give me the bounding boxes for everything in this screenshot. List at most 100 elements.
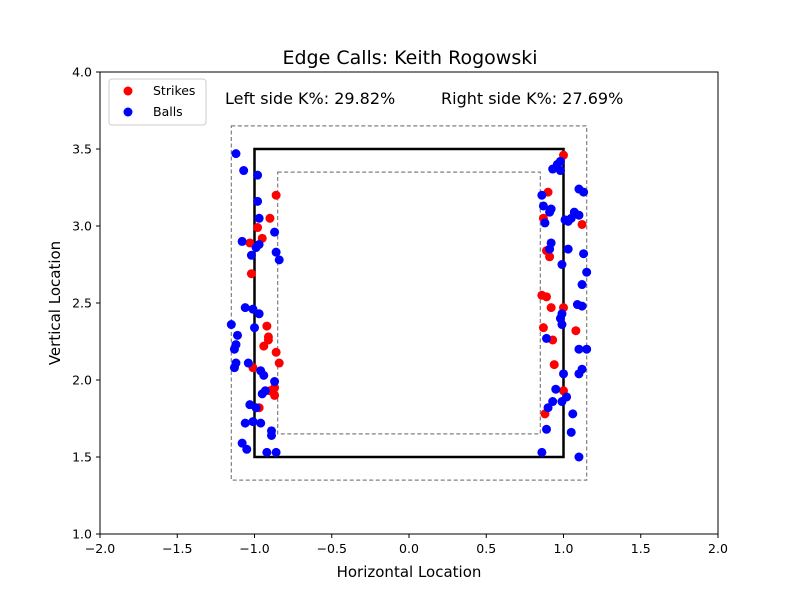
balls-point bbox=[243, 358, 253, 368]
balls-point bbox=[563, 244, 573, 254]
balls-point bbox=[240, 303, 250, 313]
balls-point bbox=[254, 213, 264, 223]
right-k-percent: Right side K%: 27.69% bbox=[441, 89, 623, 108]
balls-point bbox=[231, 149, 241, 159]
strikes-point bbox=[538, 323, 548, 333]
balls-point bbox=[259, 370, 269, 380]
balls-point bbox=[537, 447, 547, 457]
y-tick-label: 2.0 bbox=[72, 373, 92, 388]
x-tick-label: 2.0 bbox=[708, 541, 728, 556]
legend: Strikes Balls bbox=[108, 78, 207, 126]
balls-point bbox=[262, 447, 272, 457]
x-tick-label: −1.5 bbox=[162, 541, 192, 556]
balls-point bbox=[270, 227, 280, 237]
balls-point bbox=[237, 438, 247, 448]
strikes-point bbox=[262, 321, 272, 331]
left-k-percent: Left side K%: 29.82% bbox=[225, 89, 395, 108]
balls-point bbox=[551, 384, 561, 394]
strikes-point bbox=[274, 358, 284, 368]
balls-point bbox=[568, 409, 578, 419]
balls-point bbox=[271, 247, 281, 257]
balls-point bbox=[271, 447, 281, 457]
balls-point bbox=[542, 333, 552, 343]
balls-point bbox=[250, 323, 259, 333]
balls-point bbox=[240, 418, 250, 428]
balls-point bbox=[557, 397, 567, 407]
balls-point bbox=[246, 250, 256, 260]
balls-point bbox=[537, 190, 547, 200]
x-axis: −2.0 −1.5 −1.0 −0.5 0.0 0.5 1.0 1.5 2.0 bbox=[85, 534, 728, 556]
balls-point bbox=[242, 444, 252, 454]
chart-title: Edge Calls: Keith Rogowski bbox=[282, 47, 537, 69]
balls-point bbox=[253, 170, 263, 180]
balls-point bbox=[233, 330, 243, 340]
balls-point bbox=[542, 424, 552, 434]
strikes-point bbox=[245, 238, 255, 248]
balls-point bbox=[256, 418, 266, 428]
strikes-point bbox=[271, 190, 281, 200]
y-tick-label: 3.0 bbox=[72, 219, 92, 234]
balls-point bbox=[545, 207, 555, 217]
y-tick-label: 1.0 bbox=[72, 527, 92, 542]
strikes-point bbox=[259, 341, 269, 351]
balls-point bbox=[545, 244, 555, 254]
plot-area bbox=[99, 71, 719, 535]
balls-point bbox=[229, 344, 239, 354]
x-tick-label: −1.0 bbox=[239, 541, 269, 556]
legend-label-balls: Balls bbox=[153, 104, 183, 119]
balls-point bbox=[579, 249, 589, 259]
strikes-point bbox=[577, 219, 587, 229]
balls-point bbox=[254, 309, 264, 319]
balls-point bbox=[538, 201, 548, 211]
balls-point bbox=[274, 255, 284, 265]
x-tick-label: 1.0 bbox=[554, 541, 574, 556]
x-axis-label: Horizontal Location bbox=[337, 563, 482, 581]
y-tick-label: 1.5 bbox=[72, 450, 92, 465]
y-tick-label: 3.5 bbox=[72, 142, 92, 157]
y-axis-label: Vertical Location bbox=[46, 241, 64, 365]
balls-point bbox=[270, 377, 280, 387]
balls-point bbox=[582, 344, 592, 354]
balls-point bbox=[574, 452, 584, 462]
balls-point bbox=[248, 417, 258, 427]
balls-point bbox=[574, 210, 584, 220]
balls-point bbox=[548, 397, 558, 407]
y-tick-label: 4.0 bbox=[72, 65, 92, 80]
data-points bbox=[226, 149, 592, 462]
balls-point bbox=[248, 304, 258, 314]
balls-point bbox=[251, 243, 261, 253]
balls-point bbox=[563, 216, 573, 226]
y-axis: 1.0 1.5 2.0 2.5 3.0 3.5 4.0 bbox=[72, 65, 100, 542]
legend-label-strikes: Strikes bbox=[153, 83, 195, 98]
outer-edge bbox=[230, 125, 588, 481]
zones bbox=[230, 125, 588, 481]
balls-point bbox=[237, 236, 247, 246]
balls-point bbox=[574, 344, 584, 354]
legend-marker-balls bbox=[123, 107, 133, 117]
y-tick-label: 2.5 bbox=[72, 296, 92, 311]
balls-point bbox=[253, 196, 263, 206]
balls-point bbox=[260, 386, 270, 396]
balls-point bbox=[577, 280, 587, 290]
balls-point bbox=[557, 260, 567, 269]
x-tick-label: 1.5 bbox=[631, 541, 651, 556]
balls-point bbox=[574, 369, 584, 379]
strikes-point bbox=[546, 303, 556, 313]
strikes-point bbox=[271, 347, 281, 357]
balls-point bbox=[548, 164, 558, 174]
strikes-point bbox=[263, 335, 273, 345]
balls-point bbox=[266, 430, 276, 440]
strikes-point bbox=[270, 390, 280, 400]
balls-point bbox=[582, 267, 592, 277]
balls-point bbox=[543, 403, 553, 413]
strikes-point bbox=[265, 213, 275, 223]
x-tick-label: 0.0 bbox=[399, 541, 419, 556]
strikes-point bbox=[549, 360, 559, 370]
balls-point bbox=[239, 166, 249, 176]
inner-edge bbox=[277, 171, 541, 435]
strikes-point bbox=[542, 292, 552, 302]
x-tick-label: −0.5 bbox=[317, 541, 347, 556]
strikes-point bbox=[246, 269, 256, 279]
balls-point bbox=[566, 427, 576, 437]
